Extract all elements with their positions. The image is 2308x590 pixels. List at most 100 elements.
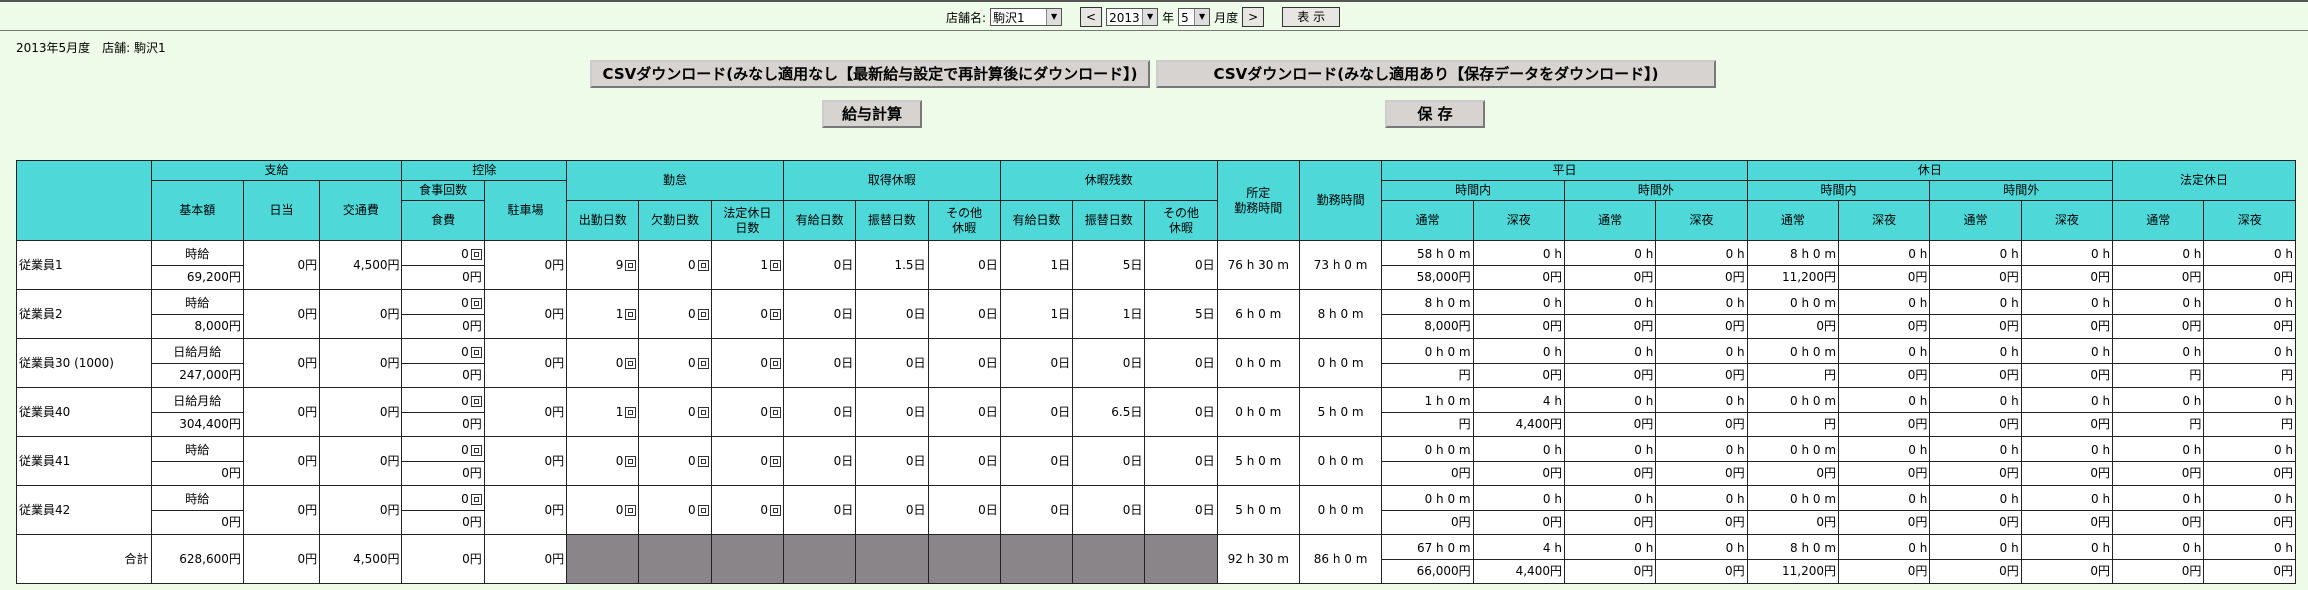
header-remain-paid: 有給日数 [999, 200, 1074, 241]
count-box-icon [625, 308, 637, 320]
table-row: 従業員1 時給 69,200円 0円 4,500円 0 0円 0円 9 0 1 0日 1.5日 0日 1日 5… [16, 240, 2296, 290]
daily-allowance: 0円 [242, 240, 321, 290]
count-box-icon [697, 308, 709, 320]
count-box-icon [625, 357, 637, 369]
empty-cell [855, 534, 929, 584]
parking-fee: 0円 [483, 436, 568, 486]
attendance-legal_off[interactable]: 0 [710, 485, 784, 535]
scheduled-hours: 6 h 0 m [1216, 289, 1300, 339]
time-cell: 0 h 0円 [1563, 387, 1657, 437]
count-box-icon [697, 259, 709, 271]
attendance-absent[interactable]: 0 [638, 289, 712, 339]
store-select[interactable]: 駒沢1 ▼ [990, 8, 1063, 26]
csv-download-saved-button[interactable]: CSVダウンロード(みなし適用あり【保存データをダウンロード】) [1156, 60, 1716, 88]
time-cell: 0 h 0円 [2020, 485, 2114, 535]
show-button[interactable]: 表 示 [1282, 7, 1341, 27]
daily-allowance: 0円 [242, 289, 321, 339]
attendance-absent[interactable]: 0 [638, 338, 712, 388]
attendance-absent[interactable]: 0 [638, 240, 712, 290]
year-select[interactable]: 2013 ▼ [1106, 8, 1159, 26]
time-cell: 0 h 0円 [1929, 338, 2022, 388]
employee-name[interactable]: 従業員2 [16, 289, 152, 339]
leave-rpaid: 1日 [999, 240, 1074, 290]
count-box-icon [470, 346, 482, 358]
header-holiday-over: 時間外 [1929, 180, 2114, 201]
meal-cell: 0 0円 [401, 338, 485, 388]
time-cell: 0 h 0円 [2203, 289, 2296, 339]
leave-paid: 0日 [782, 387, 857, 437]
time-cell: 0 h 0円 [2203, 485, 2296, 535]
attendance-work[interactable]: 9 [566, 240, 640, 290]
daily-allowance: 0円 [242, 485, 321, 535]
header-sub-days: 振替日数 [855, 200, 929, 241]
employee-name[interactable]: 従業員1 [16, 240, 152, 290]
csv-download-recalc-button[interactable]: CSVダウンロード(みなし適用なし【最新給与設定で再計算後にダウンロード】) [590, 60, 1150, 88]
time-cell: 0 h 0円 [1838, 387, 1931, 437]
time-cell: 0 h 0 m 0円 [1381, 436, 1474, 486]
attendance-legal_off[interactable]: 0 [710, 387, 784, 437]
attendance-legal_off[interactable]: 0 [710, 338, 784, 388]
time-cell: 0 h 0円 [1563, 289, 1657, 339]
time-cell: 8 h 0 m 8,000円 [1381, 289, 1474, 339]
time-cell: 0 h 0円 [2020, 240, 2114, 290]
total-time-cell: 0 h 0円 [1838, 534, 1931, 584]
count-box-icon [470, 297, 482, 309]
attendance-legal_off[interactable]: 1 [710, 240, 784, 290]
leave-other: 0日 [927, 338, 1001, 388]
save-button[interactable]: 保 存 [1385, 100, 1485, 128]
leave-rpaid: 1日 [999, 289, 1074, 339]
transport-cost: 4,500円 [319, 240, 403, 290]
leave-sub: 0日 [855, 387, 929, 437]
attendance-work[interactable]: 0 [566, 338, 640, 388]
employee-name[interactable]: 従業員30 (1000) [16, 338, 152, 388]
attendance-absent[interactable]: 0 [638, 485, 712, 535]
count-box-icon [769, 308, 781, 320]
attendance-legal_off[interactable]: 0 [710, 436, 784, 486]
time-cell: 0 h 0円 [1563, 240, 1657, 290]
attendance-absent[interactable]: 0 [638, 387, 712, 437]
employee-name[interactable]: 従業員41 [16, 436, 152, 486]
prev-month-button[interactable]: < [1080, 7, 1103, 27]
worked-hours: 0 h 0 m [1298, 485, 1383, 535]
salary-calc-button[interactable]: 給与計算 [822, 100, 922, 128]
attendance-work[interactable]: 1 [566, 387, 640, 437]
attendance-legal_off[interactable]: 0 [710, 289, 784, 339]
leave-other: 0日 [927, 485, 1001, 535]
parking-fee: 0円 [483, 387, 568, 437]
count-box-icon [625, 406, 637, 418]
attendance-work[interactable]: 0 [566, 436, 640, 486]
base-pay-cell: 時給 0円 [150, 485, 244, 535]
time-cell: 4 h 4,400円 [1472, 387, 1565, 437]
attendance-work[interactable]: 0 [566, 485, 640, 535]
header-night: 深夜 [1838, 200, 1931, 241]
header-night: 深夜 [1472, 200, 1565, 241]
leave-paid: 0日 [782, 289, 857, 339]
total-time-cell: 8 h 0 m 11,200円 [1746, 534, 1840, 584]
time-cell: 0 h 0円 [1655, 240, 1748, 290]
scheduled-hours: 0 h 0 m [1216, 387, 1300, 437]
attendance-absent[interactable]: 0 [638, 436, 712, 486]
month-select[interactable]: 5 ▼ [1178, 8, 1211, 26]
leave-rpaid: 0日 [999, 485, 1074, 535]
employee-name[interactable]: 従業員40 [16, 387, 152, 437]
chevron-down-icon: ▼ [1142, 9, 1158, 25]
header-weekday-within: 時間内 [1381, 180, 1565, 201]
count-box-icon [769, 455, 781, 467]
time-cell: 58 h 0 m 58,000円 [1381, 240, 1474, 290]
header-night: 深夜 [1655, 200, 1748, 241]
employee-name[interactable]: 従業員42 [16, 485, 152, 535]
next-month-button[interactable]: > [1242, 7, 1265, 27]
transport-cost: 0円 [319, 387, 403, 437]
count-box-icon [625, 455, 637, 467]
count-box-icon [769, 259, 781, 271]
leave-rsub: 0日 [1072, 485, 1146, 535]
time-cell: 0 h 0 m 0円 [1746, 289, 1840, 339]
attendance-work[interactable]: 1 [566, 289, 640, 339]
time-cell: 0 h 0円 [1655, 289, 1748, 339]
filter-bar: 店舗名: 駒沢1 ▼ < 2013 ▼ 年 5 ▼ 月度 > 表 示 [946, 7, 1344, 27]
base-pay-cell: 時給 0円 [150, 436, 244, 486]
